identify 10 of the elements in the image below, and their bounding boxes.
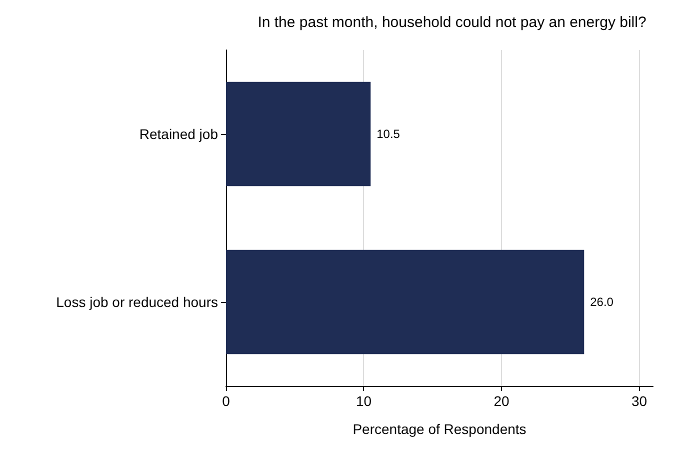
y-tick-label: Loss job or reduced hours xyxy=(56,294,218,310)
data-label: 26.0 xyxy=(590,295,614,309)
data-label: 10.5 xyxy=(376,127,400,141)
y-tick-label: Retained job xyxy=(139,126,218,142)
x-tick-label: 10 xyxy=(356,393,372,409)
x-tick-label: 0 xyxy=(222,393,230,409)
x-tick-label: 30 xyxy=(631,393,648,409)
x-axis-title: Percentage of Respondents xyxy=(352,421,526,437)
chart-title: In the past month, household could not pay an energy bill? xyxy=(258,14,646,31)
x-tick-label: 20 xyxy=(494,393,510,409)
